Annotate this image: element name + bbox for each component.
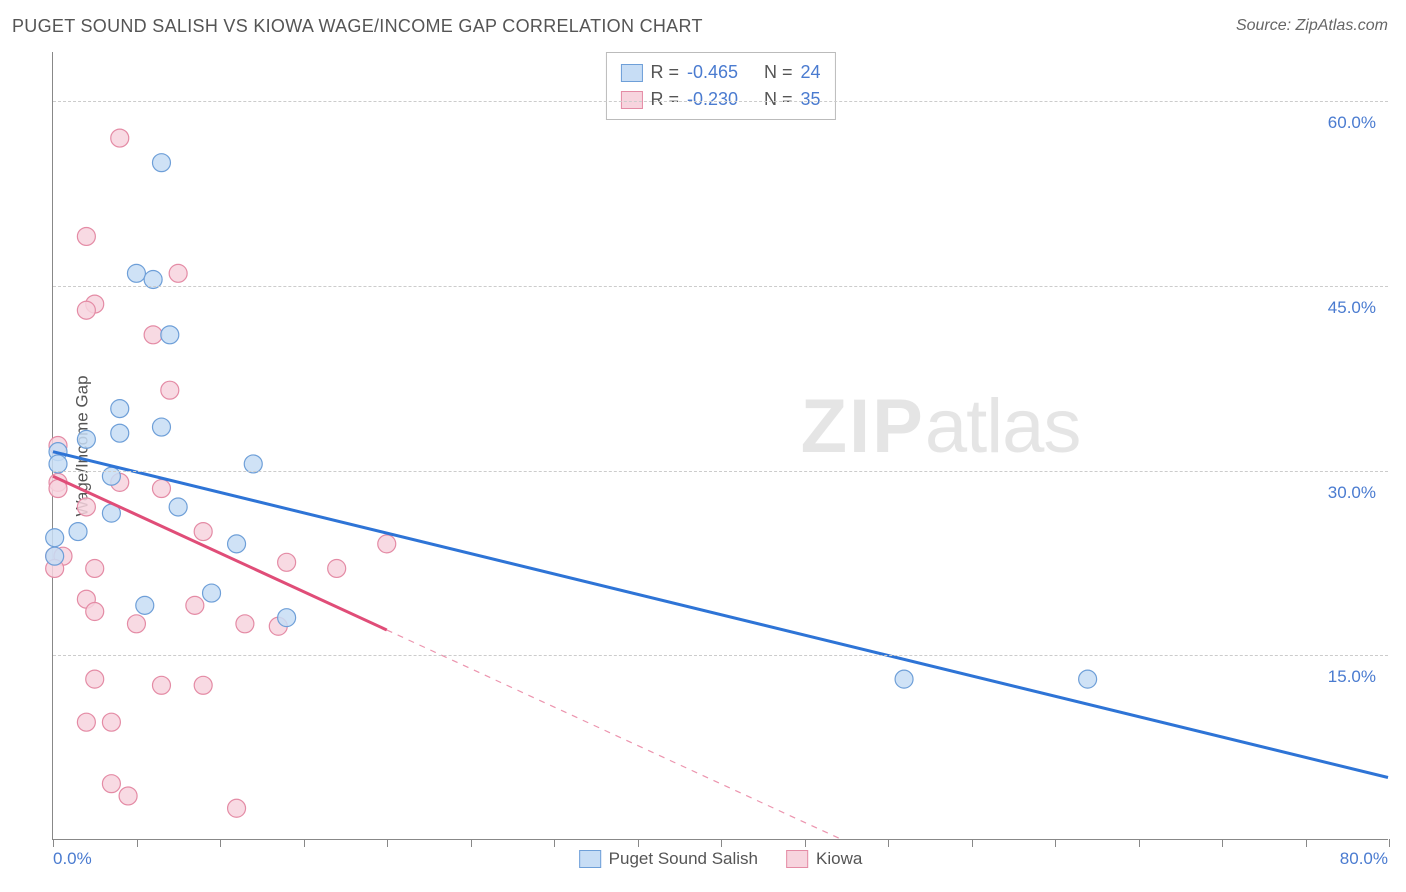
x-max-label: 80.0%: [1340, 849, 1388, 869]
point-salish: [152, 154, 170, 172]
point-kiowa: [186, 596, 204, 614]
point-kiowa: [119, 787, 137, 805]
series-label-kiowa: Kiowa: [816, 849, 862, 869]
chart-source: Source: ZipAtlas.com: [1236, 17, 1388, 35]
gridline: [53, 471, 1388, 472]
point-salish: [127, 264, 145, 282]
swatch-kiowa: [620, 91, 642, 109]
r-value-salish: -0.465: [687, 59, 738, 86]
n-value-salish: 24: [801, 59, 821, 86]
point-kiowa: [77, 301, 95, 319]
point-salish: [161, 326, 179, 344]
point-kiowa: [194, 523, 212, 541]
point-kiowa: [378, 535, 396, 553]
point-kiowa: [169, 264, 187, 282]
point-kiowa: [111, 129, 129, 147]
x-tick: [1389, 839, 1390, 847]
x-tick: [1306, 839, 1307, 847]
gridline: [53, 101, 1388, 102]
x-tick: [1139, 839, 1140, 847]
swatch-kiowa-bottom: [786, 850, 808, 868]
point-salish: [152, 418, 170, 436]
r-value-kiowa: -0.230: [687, 86, 738, 113]
point-salish: [111, 400, 129, 418]
x-tick: [471, 839, 472, 847]
y-tick-label: 30.0%: [1328, 483, 1376, 503]
point-salish: [46, 547, 64, 565]
y-tick-label: 15.0%: [1328, 667, 1376, 687]
point-salish: [169, 498, 187, 516]
legend-stats-row-salish: R = -0.465 N = 24: [620, 59, 820, 86]
x-tick: [304, 839, 305, 847]
legend-series: Puget Sound Salish Kiowa: [579, 849, 863, 869]
x-tick: [220, 839, 221, 847]
x-origin-label: 0.0%: [53, 849, 92, 869]
point-kiowa: [86, 603, 104, 621]
legend-stats: R = -0.465 N = 24 R = -0.230 N = 35: [605, 52, 835, 120]
point-kiowa: [278, 553, 296, 571]
point-kiowa: [152, 480, 170, 498]
r-label: R =: [650, 59, 679, 86]
n-value-kiowa: 35: [801, 86, 821, 113]
gridline: [53, 286, 1388, 287]
legend-item-salish: Puget Sound Salish: [579, 849, 758, 869]
point-kiowa: [77, 498, 95, 516]
point-kiowa: [161, 381, 179, 399]
point-kiowa: [77, 227, 95, 245]
point-salish: [77, 430, 95, 448]
point-kiowa: [77, 713, 95, 731]
trendline-salish: [53, 452, 1388, 778]
swatch-salish-bottom: [579, 850, 601, 868]
x-tick: [1222, 839, 1223, 847]
point-kiowa: [102, 713, 120, 731]
y-tick-label: 45.0%: [1328, 298, 1376, 318]
point-kiowa: [228, 799, 246, 817]
r-label: R =: [650, 86, 679, 113]
n-label: N =: [764, 59, 793, 86]
legend-stats-row-kiowa: R = -0.230 N = 35: [620, 86, 820, 113]
point-kiowa: [328, 559, 346, 577]
point-kiowa: [102, 775, 120, 793]
point-salish: [1079, 670, 1097, 688]
point-kiowa: [86, 559, 104, 577]
chart-header: PUGET SOUND SALISH VS KIOWA WAGE/INCOME …: [0, 0, 1406, 52]
point-kiowa: [236, 615, 254, 633]
point-salish: [228, 535, 246, 553]
x-tick: [888, 839, 889, 847]
point-kiowa: [127, 615, 145, 633]
point-kiowa: [144, 326, 162, 344]
point-salish: [69, 523, 87, 541]
plot-area: ZIPatlas R = -0.465 N = 24 R = -0.230 N …: [52, 52, 1388, 840]
point-salish: [111, 424, 129, 442]
point-kiowa: [194, 676, 212, 694]
chart-title: PUGET SOUND SALISH VS KIOWA WAGE/INCOME …: [12, 16, 703, 37]
chart-svg: [53, 52, 1388, 839]
swatch-salish: [620, 64, 642, 82]
x-tick: [137, 839, 138, 847]
x-tick: [554, 839, 555, 847]
x-tick: [638, 839, 639, 847]
legend-item-kiowa: Kiowa: [786, 849, 862, 869]
point-kiowa: [152, 676, 170, 694]
x-tick: [805, 839, 806, 847]
x-tick: [721, 839, 722, 847]
y-tick-label: 60.0%: [1328, 113, 1376, 133]
x-tick: [1055, 839, 1056, 847]
n-label: N =: [764, 86, 793, 113]
point-salish: [895, 670, 913, 688]
series-label-salish: Puget Sound Salish: [609, 849, 758, 869]
point-salish: [136, 596, 154, 614]
trendline-dash-kiowa: [387, 630, 841, 839]
gridline: [53, 655, 1388, 656]
x-tick: [53, 839, 54, 847]
x-tick: [972, 839, 973, 847]
point-salish: [278, 609, 296, 627]
x-tick: [387, 839, 388, 847]
point-kiowa: [86, 670, 104, 688]
point-salish: [203, 584, 221, 602]
point-salish: [46, 529, 64, 547]
